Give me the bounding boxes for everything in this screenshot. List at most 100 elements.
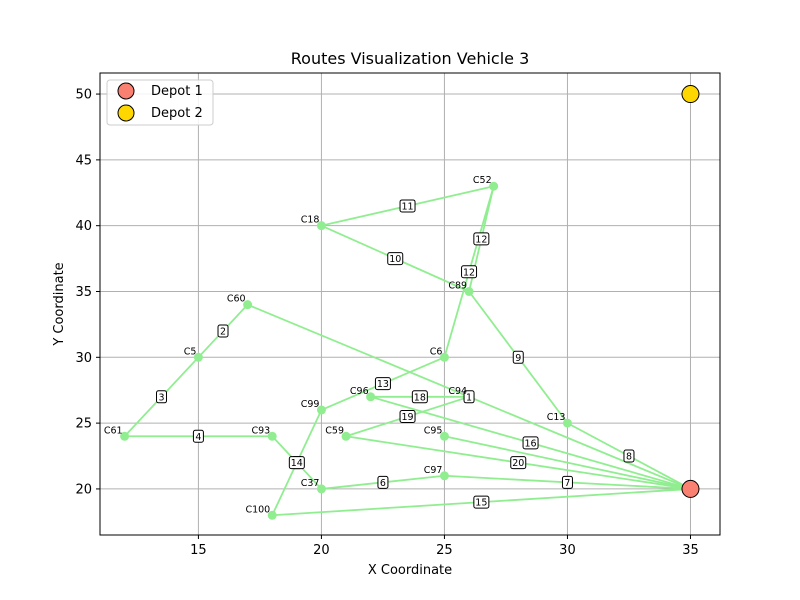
customer-label: C89 bbox=[448, 280, 467, 291]
y-tick-label: 30 bbox=[75, 351, 92, 366]
customer-point bbox=[120, 431, 130, 441]
edge-label-box bbox=[399, 410, 416, 424]
edge-label-box bbox=[561, 475, 573, 489]
route-edge bbox=[444, 435, 691, 490]
edge-step-label: 6 bbox=[380, 478, 386, 489]
x-tick-label: 30 bbox=[559, 543, 576, 558]
depot-markers bbox=[681, 85, 700, 498]
customer-label: C94 bbox=[448, 386, 467, 397]
edge-step-label: 4 bbox=[195, 432, 201, 443]
customer-label: C59 bbox=[325, 425, 344, 436]
y-axis-label: Y Coordinate bbox=[52, 262, 67, 346]
edge-step-label: 12 bbox=[463, 267, 475, 278]
customer-point bbox=[439, 471, 449, 481]
edge-step-label: 20 bbox=[512, 458, 524, 469]
edge-label-box bbox=[473, 232, 490, 246]
legend-depot2-label: Depot 2 bbox=[151, 106, 203, 121]
customer-label: C52 bbox=[473, 175, 492, 186]
grid-lines bbox=[100, 73, 720, 535]
edge-label-box bbox=[156, 390, 168, 404]
customer-label: C5 bbox=[184, 346, 197, 357]
x-tick-label: 20 bbox=[313, 543, 330, 558]
legend-depot1-marker bbox=[117, 82, 135, 100]
edge-step-label: 8 bbox=[626, 452, 632, 463]
edge-step-label: 15 bbox=[475, 498, 487, 509]
customer-point bbox=[439, 352, 449, 362]
edge-step-label: 12 bbox=[475, 234, 487, 245]
legend: Depot 1 Depot 2 bbox=[106, 79, 214, 126]
edge-step-label: 11 bbox=[401, 201, 413, 212]
edge-label-box bbox=[399, 199, 416, 213]
edge-step-label: 18 bbox=[414, 392, 426, 403]
customer-point bbox=[439, 431, 449, 441]
y-axis-ticks: 20 25 30 35 40 45 50 bbox=[75, 88, 100, 497]
customer-point bbox=[193, 352, 203, 362]
customer-label: C96 bbox=[350, 386, 369, 397]
edge-step-label: 16 bbox=[525, 438, 537, 449]
customer-nodes bbox=[120, 181, 572, 520]
x-tick-label: 15 bbox=[190, 543, 207, 558]
edge-step-label: 14 bbox=[291, 458, 303, 469]
y-tick-label: 40 bbox=[75, 219, 92, 234]
edge-step-label: 2 bbox=[220, 326, 226, 337]
edge-label-box bbox=[461, 265, 478, 279]
customer-label: C18 bbox=[301, 215, 320, 226]
plot-frame bbox=[99, 72, 721, 536]
legend-depot2-marker bbox=[117, 104, 135, 122]
customer-label: C37 bbox=[301, 478, 320, 489]
edge-step-label: 7 bbox=[564, 478, 570, 489]
customer-label: C6 bbox=[430, 346, 443, 357]
customer-label: C97 bbox=[424, 465, 443, 476]
x-axis-ticks: 15 20 25 30 35 bbox=[190, 535, 699, 558]
customer-point bbox=[267, 510, 277, 520]
customer-label: C61 bbox=[104, 425, 123, 436]
customer-label: C60 bbox=[227, 294, 246, 305]
edge-label-box bbox=[512, 350, 524, 364]
edge-label-box bbox=[288, 456, 305, 470]
customer-point bbox=[489, 181, 499, 191]
edge-label-box bbox=[217, 324, 229, 338]
edge-step-label: 9 bbox=[515, 353, 521, 364]
edge-label-box bbox=[387, 252, 404, 266]
y-tick-label: 50 bbox=[75, 88, 92, 103]
customer-label: C93 bbox=[251, 425, 270, 436]
customer-point bbox=[366, 392, 376, 402]
y-tick-label: 20 bbox=[75, 482, 92, 497]
x-axis-label: X Coordinate bbox=[368, 563, 452, 578]
y-tick-label: 45 bbox=[75, 153, 92, 168]
edge-label-box bbox=[623, 449, 635, 463]
customer-point bbox=[316, 405, 326, 415]
x-tick-label: 35 bbox=[682, 543, 699, 558]
customer-point bbox=[464, 286, 474, 296]
edge-label-box bbox=[510, 456, 527, 470]
customer-point bbox=[316, 484, 326, 494]
edge-step-label: 10 bbox=[389, 254, 401, 265]
customer-point bbox=[243, 300, 253, 310]
edge-step-label: 1 bbox=[466, 392, 472, 403]
edge-labels: 1234567891011121213141516181920 bbox=[156, 199, 635, 509]
customer-label: C100 bbox=[245, 504, 270, 515]
depot2-marker bbox=[681, 85, 700, 104]
customer-label: C13 bbox=[547, 412, 566, 423]
chart-title: Routes Visualization Vehicle 3 bbox=[291, 49, 530, 68]
edge-step-label: 19 bbox=[401, 412, 413, 423]
customer-label: C99 bbox=[301, 399, 320, 410]
customer-label: C95 bbox=[424, 425, 443, 436]
customer-point bbox=[316, 221, 326, 231]
edge-label-box bbox=[522, 436, 539, 450]
edge-label-box bbox=[463, 390, 475, 404]
edge-label-box bbox=[473, 495, 490, 509]
edge-label-box bbox=[374, 377, 391, 391]
depot1-marker bbox=[681, 479, 700, 498]
y-tick-label: 35 bbox=[75, 285, 92, 300]
customer-point bbox=[341, 431, 351, 441]
edge-step-label: 3 bbox=[158, 392, 164, 403]
edge-label-box bbox=[192, 429, 204, 443]
y-tick-label: 25 bbox=[75, 417, 92, 432]
customer-point bbox=[562, 418, 572, 428]
edge-step-label: 13 bbox=[377, 379, 389, 390]
edge-label-box bbox=[411, 390, 428, 404]
legend-depot1-label: Depot 1 bbox=[151, 84, 203, 99]
x-tick-label: 25 bbox=[436, 543, 453, 558]
